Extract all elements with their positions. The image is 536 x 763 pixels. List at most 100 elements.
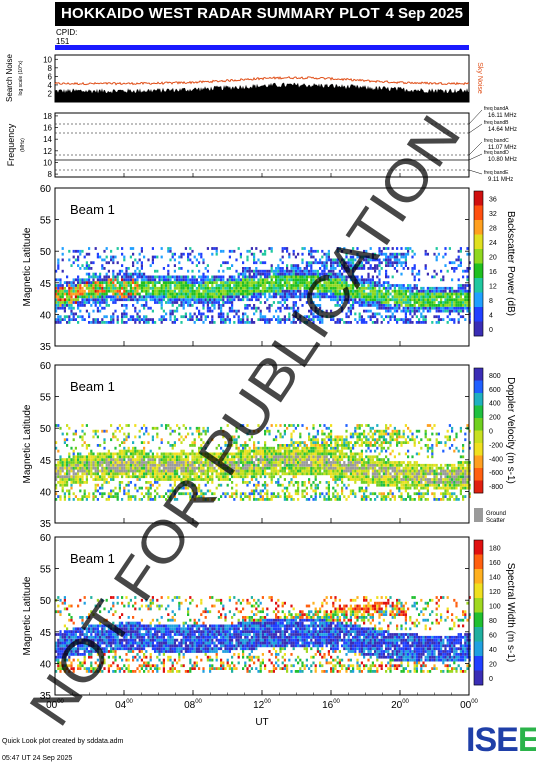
plot-date: 4 Sep 2025 xyxy=(385,5,463,22)
backscatter-power-panel: 35 40 45 50 55 60 Beam 1 Magnetic Latitude 0 4 8 12… xyxy=(22,184,516,353)
noise-tick-label: 8 xyxy=(48,64,53,73)
latitude-tick-label: 45 xyxy=(40,456,52,467)
latitude-tick-label: 55 xyxy=(40,393,52,404)
colorbar-tick-label: 0 xyxy=(489,327,493,334)
colorbar-tick-label: 180 xyxy=(489,545,501,552)
cpid-label: CPID: xyxy=(56,28,78,37)
freq-band-name: freq bandB xyxy=(484,120,509,126)
frequency-tick-label: 16 xyxy=(43,124,52,133)
latitude-tick-label: 45 xyxy=(40,628,52,639)
colorbar-segment xyxy=(474,641,483,657)
footer-timestamp: 05:47 UT 24 Sep 2025 xyxy=(2,755,73,762)
heatmap-cells xyxy=(55,424,471,501)
ut-tick-label: 1600 xyxy=(322,699,340,711)
freq-band-value: 11.07 MHz xyxy=(488,145,517,151)
colorbar-label: Spectral Width (m s-1) xyxy=(505,563,516,662)
ut-tick-label: 1200 xyxy=(253,699,271,711)
plot-title: HOKKAIDO WEST RADAR SUMMARY PLOT xyxy=(61,5,380,22)
colorbar-segment xyxy=(474,278,483,293)
colorbar-segment xyxy=(474,393,483,406)
colorbar-segment xyxy=(474,554,483,570)
freq-band-name: freq bandD xyxy=(484,150,509,156)
colorbar-tick-label: 20 xyxy=(489,254,497,261)
noise-tick-label: 10 xyxy=(43,55,52,64)
latitude-tick-label: 50 xyxy=(40,424,52,435)
colorbar-tick-label: 600 xyxy=(489,387,501,394)
colorbar-tick-label: -600 xyxy=(489,470,503,477)
freq-band-name: freq bandC xyxy=(484,138,509,144)
latitude-ylabel: Magnetic Latitude xyxy=(22,576,33,655)
colorbar-tick-label: 4 xyxy=(489,312,493,319)
colorbar-tick-label: 100 xyxy=(489,603,501,610)
isee-logo: ISEE xyxy=(466,721,536,759)
colorbar-segment xyxy=(474,220,483,235)
colorbar-segment xyxy=(474,627,483,642)
beam-label: Beam 1 xyxy=(70,551,115,566)
colorbar-tick-label: -200 xyxy=(489,442,503,449)
colorbar-segment xyxy=(474,540,483,555)
colorbar-segment xyxy=(474,656,483,671)
colorbar-label: Backscatter Power (dB) xyxy=(505,211,516,316)
colorbar-segment xyxy=(474,234,483,250)
colorbar-tick-label: 200 xyxy=(489,415,501,422)
colorbar-segment xyxy=(474,569,483,584)
doppler-velocity-panel: 35 40 45 50 55 60 Beam 1 Magnetic Latitude -800 -… xyxy=(22,361,516,530)
latitude-tick-label: 35 xyxy=(40,691,52,702)
ut-tick-label: 0400 xyxy=(115,699,133,711)
colorbar-segment xyxy=(474,430,483,444)
latitude-tick-label: 60 xyxy=(40,533,52,544)
colorbar-segment xyxy=(474,598,483,613)
beam-label: Beam 1 xyxy=(70,202,115,217)
search-noise-series xyxy=(55,82,469,102)
noise-tick-label: 6 xyxy=(48,72,53,81)
colorbar-segment xyxy=(474,307,483,322)
colorbar-tick-label: 20 xyxy=(489,661,497,668)
colorbar-segment xyxy=(474,380,483,394)
footer-created-by: Quick Look plot created by sddata.adm xyxy=(2,738,124,745)
colorbar-segment xyxy=(474,368,483,381)
colorbar-tick-label: 24 xyxy=(489,240,497,247)
latitude-tick-label: 60 xyxy=(40,361,52,372)
frequency-tick-label: 18 xyxy=(43,112,52,121)
heatmap-cells xyxy=(55,596,471,673)
colorbar-segment xyxy=(474,418,483,431)
colorbar-label: Doppler Velocity (m s-1) xyxy=(505,377,516,484)
latitude-tick-label: 40 xyxy=(40,487,52,498)
colorbar-segment xyxy=(474,191,483,206)
colorbar-tick-label: 32 xyxy=(489,211,497,218)
colorbar-tick-label: 12 xyxy=(489,283,497,290)
noise-ylabel-sub: log scale (10^x) xyxy=(18,60,24,95)
latitude-tick-label: 40 xyxy=(40,310,52,321)
frequency-tick-label: 8 xyxy=(48,170,53,179)
noise-tick-label: 2 xyxy=(48,89,53,98)
colorbar-tick-label: 160 xyxy=(489,560,501,567)
colorbar-segment xyxy=(474,468,483,481)
colorbar-segment xyxy=(474,670,483,686)
colorbar-tick-label: 28 xyxy=(489,225,497,232)
frequency-tick-label: 12 xyxy=(43,147,52,156)
sky-noise-label: Sky Noise xyxy=(476,62,483,94)
colorbar-tick-label: 60 xyxy=(489,632,497,639)
colorbar-segment xyxy=(474,263,483,279)
colorbar-tick-label: 800 xyxy=(489,373,501,380)
colorbar-segment xyxy=(474,612,483,628)
cpid-bar xyxy=(55,45,469,50)
colorbar-segment xyxy=(474,583,483,599)
freq-band-value: 9.11 MHz xyxy=(488,177,513,183)
colorbar-tick-label: 400 xyxy=(489,401,501,408)
latitude-tick-label: 45 xyxy=(40,279,52,290)
colorbar-tick-label: 8 xyxy=(489,298,493,305)
title-bar: HOKKAIDO WEST RADAR SUMMARY PLOT 4 Sep 2… xyxy=(55,2,469,26)
freq-band-name: freq bandE xyxy=(484,170,509,176)
colorbar-tick-label: 16 xyxy=(489,269,497,276)
latitude-tick-label: 50 xyxy=(40,596,52,607)
colorbar-tick-label: 140 xyxy=(489,574,501,581)
ground-scatter-label: Scatter xyxy=(486,518,505,524)
colorbar-tick-label: 0 xyxy=(489,676,493,683)
freq-band-value: 10.80 MHz xyxy=(488,157,517,163)
colorbar-segment xyxy=(474,443,483,456)
ground-scatter-swatch xyxy=(474,508,483,522)
